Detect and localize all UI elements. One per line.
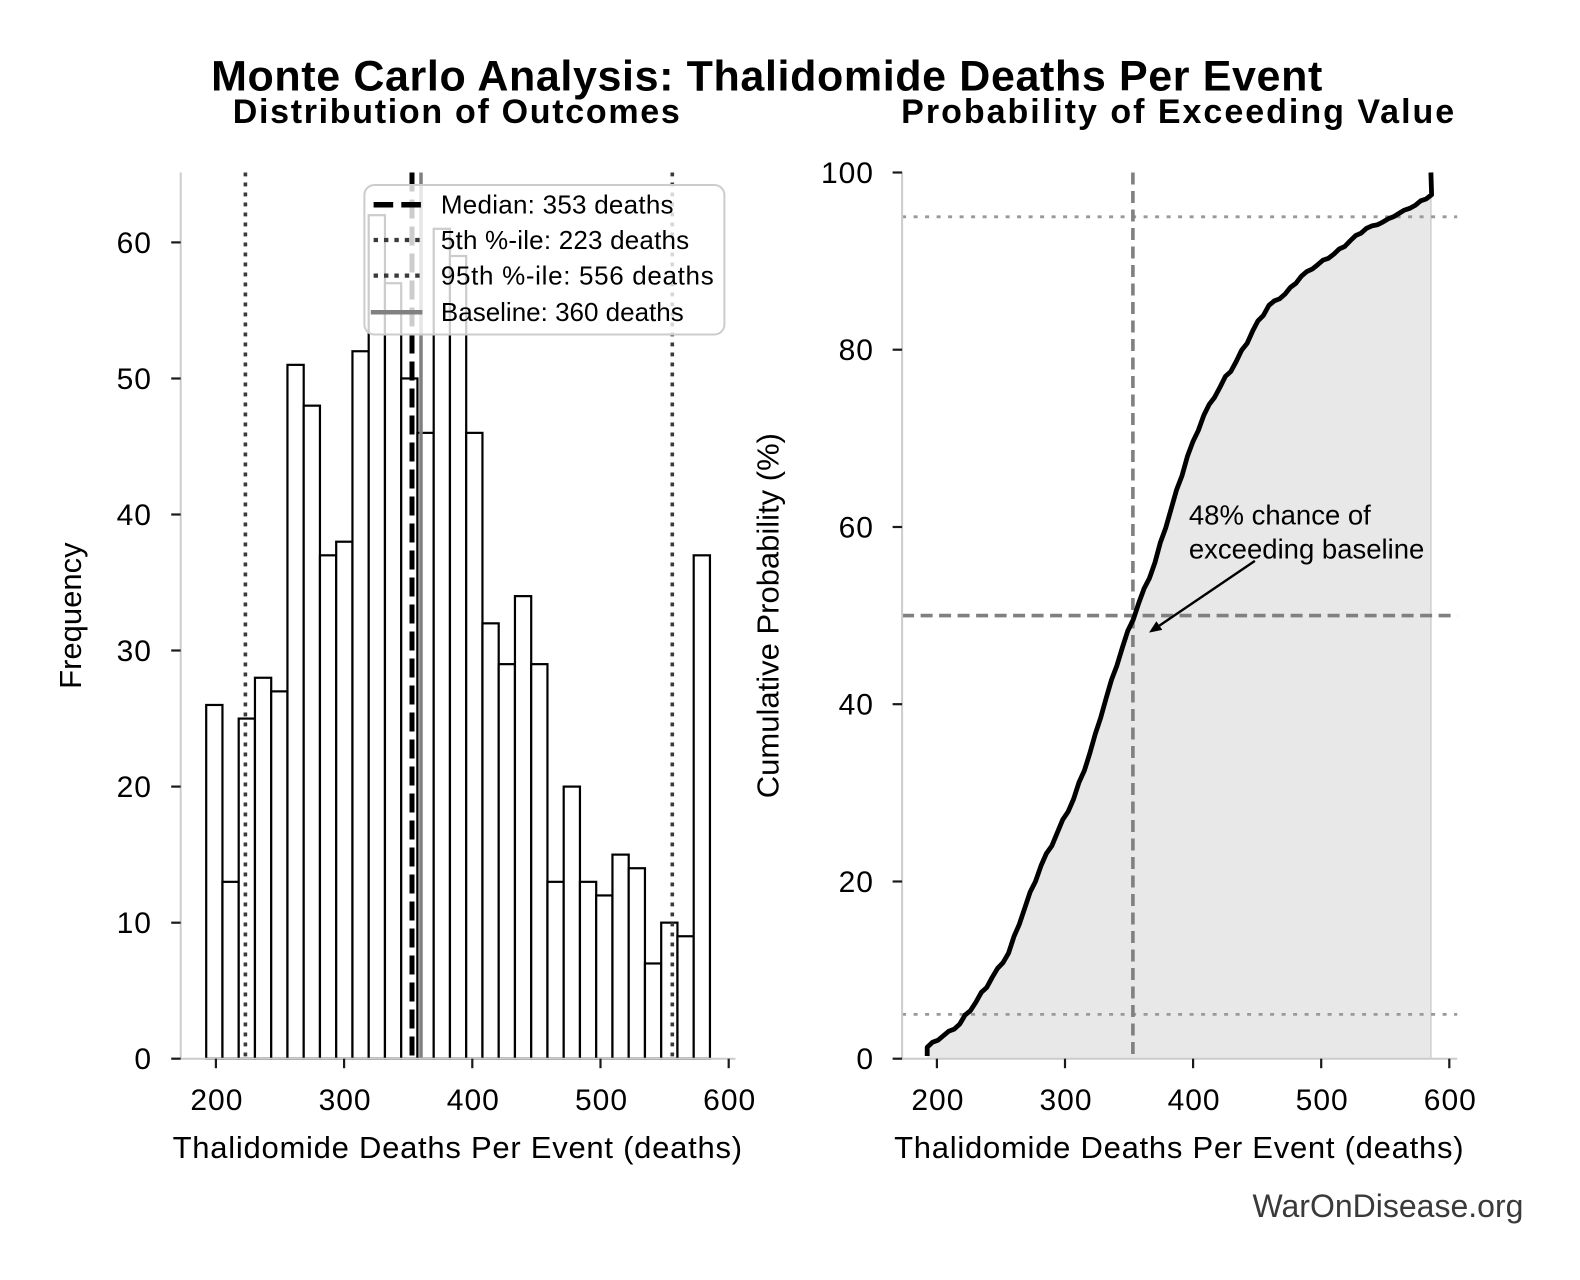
svg-text:300: 300 [319, 1084, 372, 1117]
svg-text:40: 40 [117, 499, 152, 532]
svg-text:400: 400 [1168, 1084, 1221, 1117]
svg-text:20: 20 [839, 866, 874, 899]
svg-text:95th %-ile: 556 deaths: 95th %-ile: 556 deaths [441, 261, 714, 291]
svg-text:Monte Carlo Analysis: Thalidom: Monte Carlo Analysis: Thalidomide Deaths… [211, 53, 1323, 101]
svg-text:0: 0 [856, 1043, 874, 1076]
svg-text:5th %-ile: 223 deaths: 5th %-ile: 223 deaths [441, 225, 689, 255]
svg-text:Thalidomide Deaths Per Event (: Thalidomide Deaths Per Event (deaths) [894, 1130, 1464, 1165]
svg-text:Distribution of Outcomes: Distribution of Outcomes [233, 93, 682, 131]
svg-text:200: 200 [911, 1084, 964, 1117]
svg-text:600: 600 [703, 1084, 756, 1117]
svg-text:20: 20 [117, 771, 152, 804]
svg-text:WarOnDisease.org: WarOnDisease.org [1252, 1188, 1523, 1224]
svg-text:10: 10 [117, 907, 152, 940]
svg-text:exceeding baseline: exceeding baseline [1189, 534, 1424, 565]
svg-text:48% chance of: 48% chance of [1189, 499, 1371, 530]
svg-text:Cumulative Probability (%): Cumulative Probability (%) [751, 433, 786, 798]
svg-text:Baseline: 360 deaths: Baseline: 360 deaths [441, 297, 684, 327]
svg-text:0: 0 [134, 1043, 152, 1076]
svg-text:50: 50 [117, 363, 152, 396]
svg-text:Thalidomide Deaths Per Event (: Thalidomide Deaths Per Event (deaths) [173, 1130, 743, 1165]
svg-text:300: 300 [1039, 1084, 1092, 1117]
svg-text:500: 500 [1296, 1084, 1349, 1117]
svg-text:Frequency: Frequency [53, 542, 88, 689]
svg-text:Median: 353 deaths: Median: 353 deaths [441, 190, 674, 220]
svg-text:Probability of Exceeding Value: Probability of Exceeding Value [901, 93, 1456, 131]
svg-text:60: 60 [839, 512, 874, 545]
svg-text:80: 80 [839, 334, 874, 367]
svg-text:600: 600 [1424, 1084, 1477, 1117]
svg-text:500: 500 [575, 1084, 628, 1117]
svg-text:100: 100 [821, 157, 874, 190]
svg-text:30: 30 [117, 635, 152, 668]
svg-text:200: 200 [190, 1084, 243, 1117]
svg-text:40: 40 [839, 689, 874, 722]
svg-text:400: 400 [447, 1084, 500, 1117]
svg-text:60: 60 [117, 227, 152, 260]
